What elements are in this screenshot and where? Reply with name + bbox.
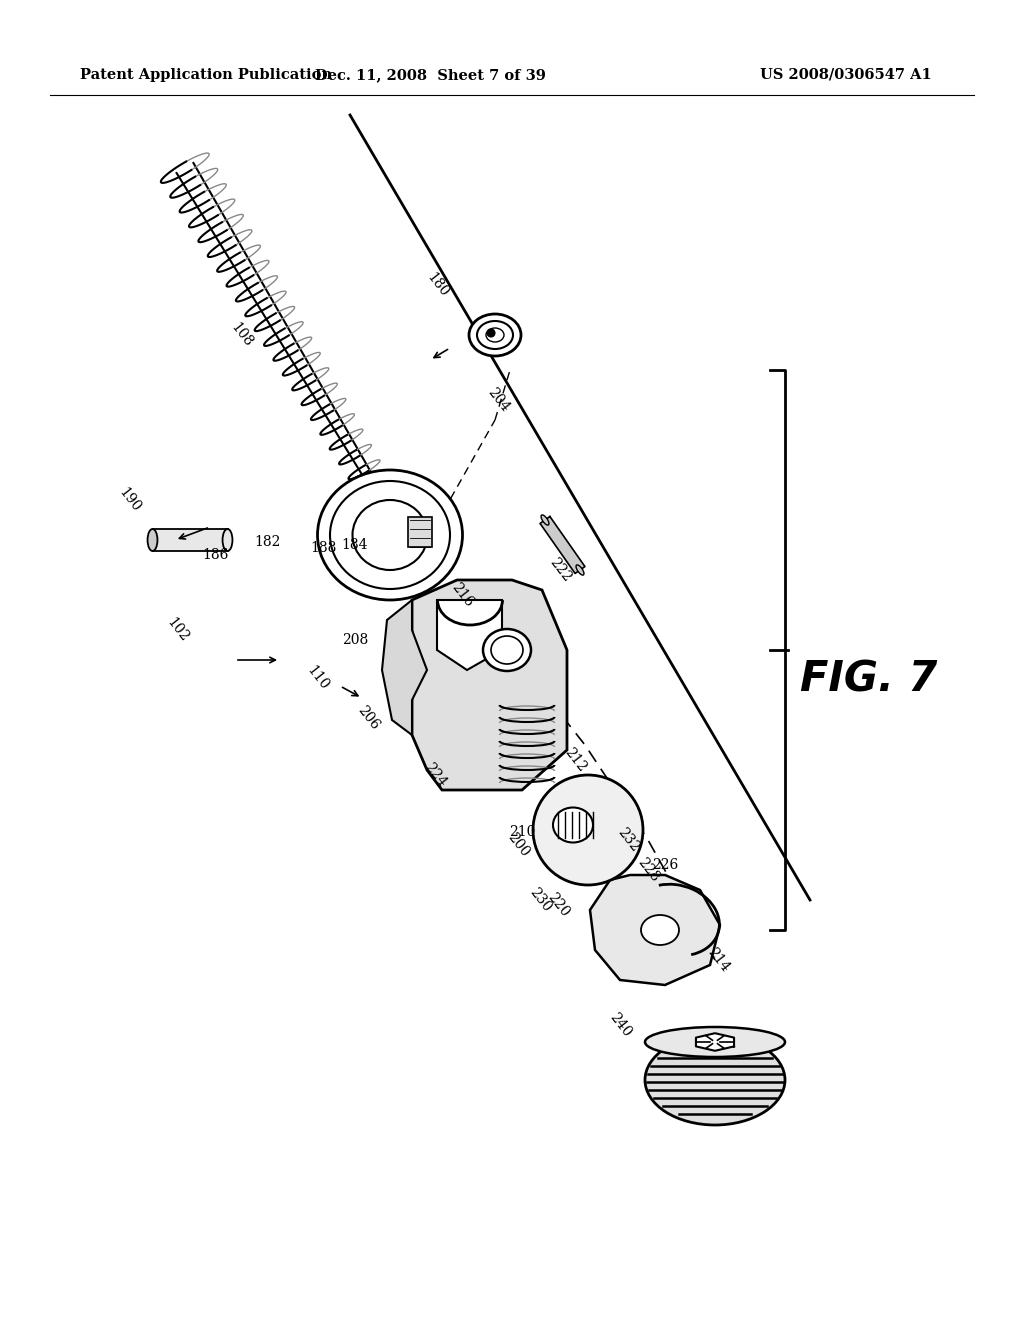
Ellipse shape [483, 630, 531, 671]
Circle shape [534, 775, 643, 884]
Polygon shape [412, 579, 567, 789]
Ellipse shape [477, 321, 513, 348]
Polygon shape [382, 601, 427, 735]
Text: 188: 188 [310, 541, 336, 554]
Text: 226: 226 [652, 858, 678, 873]
Text: 224: 224 [421, 760, 449, 789]
Ellipse shape [490, 636, 523, 664]
Ellipse shape [541, 515, 549, 525]
Text: 230: 230 [526, 886, 554, 915]
Text: 228: 228 [635, 855, 662, 884]
Text: US 2008/0306547 A1: US 2008/0306547 A1 [760, 69, 932, 82]
Text: 222: 222 [547, 556, 573, 585]
Polygon shape [590, 875, 720, 985]
Ellipse shape [147, 529, 158, 550]
Polygon shape [408, 517, 432, 546]
Ellipse shape [641, 915, 679, 945]
Text: 204: 204 [484, 385, 512, 414]
Text: 232: 232 [614, 825, 642, 854]
Text: 182: 182 [255, 535, 282, 549]
Ellipse shape [553, 808, 593, 842]
Ellipse shape [330, 480, 450, 589]
Text: 210: 210 [509, 825, 536, 840]
Text: Dec. 11, 2008  Sheet 7 of 39: Dec. 11, 2008 Sheet 7 of 39 [314, 69, 546, 82]
Ellipse shape [222, 529, 232, 550]
Text: 184: 184 [342, 539, 369, 552]
Ellipse shape [577, 565, 584, 576]
Text: 206: 206 [354, 704, 382, 733]
Ellipse shape [486, 327, 504, 342]
Ellipse shape [469, 314, 521, 356]
Text: 240: 240 [606, 1010, 634, 1040]
Text: 180: 180 [424, 271, 452, 300]
Text: 208: 208 [342, 634, 368, 647]
Circle shape [487, 329, 495, 337]
Polygon shape [540, 516, 585, 573]
Ellipse shape [352, 500, 427, 570]
Text: FIG. 7: FIG. 7 [800, 659, 937, 701]
Text: Patent Application Publication: Patent Application Publication [80, 69, 332, 82]
Ellipse shape [645, 1027, 785, 1057]
Text: 110: 110 [304, 663, 332, 693]
Text: 212: 212 [561, 746, 589, 775]
Text: 190: 190 [117, 486, 143, 515]
Ellipse shape [317, 470, 463, 601]
Text: 102: 102 [165, 615, 191, 644]
Bar [153, 529, 227, 550]
Text: 216: 216 [449, 581, 475, 610]
Ellipse shape [645, 1035, 785, 1125]
Text: 220: 220 [545, 891, 571, 920]
Text: 200: 200 [505, 830, 531, 859]
Polygon shape [696, 1034, 734, 1051]
Polygon shape [437, 601, 502, 671]
Text: 108: 108 [228, 321, 256, 350]
Text: 186: 186 [202, 548, 228, 562]
Text: 214: 214 [705, 945, 732, 974]
